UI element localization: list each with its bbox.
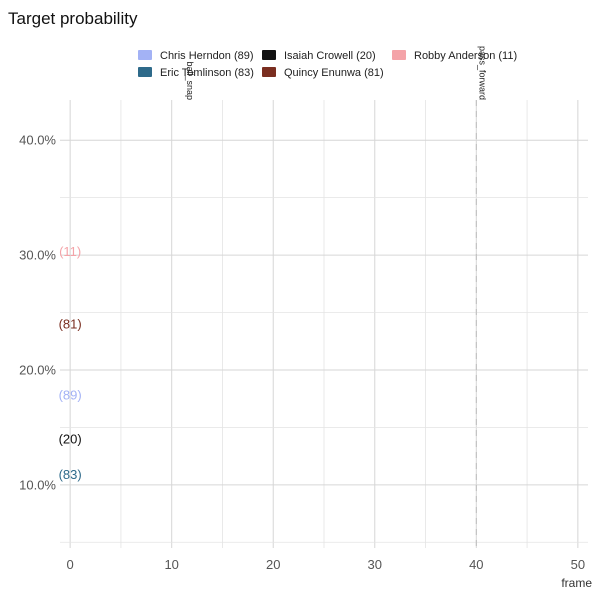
x-tick-label: 10 xyxy=(164,557,178,572)
player-point-label: (83) xyxy=(59,467,82,482)
plot-marks: ball_snap pass_forward (89) (83) (20) (81) (11… xyxy=(59,46,487,548)
player-point-label: (81) xyxy=(59,317,82,332)
legend: Chris Herndon (89) Eric Tomlinson (83) Isa… xyxy=(138,50,517,79)
player-point-label: (20) xyxy=(59,431,82,446)
x-tick-label: 20 xyxy=(266,557,280,572)
event-annotation: ball_snap xyxy=(185,61,195,100)
legend-swatch xyxy=(262,50,276,60)
legend-label: Isaiah Crowell (20) xyxy=(284,50,376,62)
chart-title: Target probability xyxy=(8,9,138,28)
y-tick-label: 30.0% xyxy=(19,248,56,263)
x-tick-label: 0 xyxy=(67,557,74,572)
x-axis: 0 10 20 30 40 50 xyxy=(67,557,586,572)
legend-swatch xyxy=(138,67,152,77)
x-tick-label: 50 xyxy=(571,557,585,572)
y-tick-label: 20.0% xyxy=(19,362,56,377)
legend-label: Quincy Enunwa (81) xyxy=(284,67,384,79)
grid xyxy=(60,100,588,548)
x-tick-label: 30 xyxy=(368,557,382,572)
legend-swatch xyxy=(138,50,152,60)
x-tick-label: 40 xyxy=(469,557,483,572)
y-tick-label: 10.0% xyxy=(19,477,56,492)
legend-label: Chris Herndon (89) xyxy=(160,50,254,62)
player-point-label: (11) xyxy=(59,244,81,259)
legend-label: Eric Tomlinson (83) xyxy=(160,67,254,79)
legend-swatch xyxy=(392,50,406,60)
legend-label: Robby Anderson (11) xyxy=(414,50,517,62)
x-axis-label: frame xyxy=(561,576,592,590)
legend-swatch xyxy=(262,67,276,77)
y-tick-label: 40.0% xyxy=(19,133,56,148)
player-point-label: (89) xyxy=(59,388,82,403)
y-axis: 10.0% 20.0% 30.0% 40.0% xyxy=(19,133,56,493)
event-annotation: pass_forward xyxy=(477,46,487,100)
